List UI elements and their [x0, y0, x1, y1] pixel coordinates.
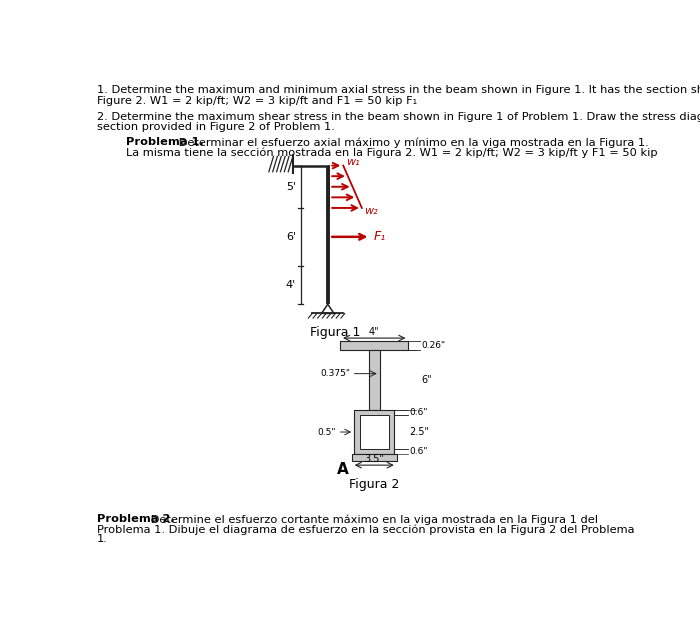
Text: F₁: F₁: [374, 230, 386, 243]
Text: A: A: [337, 462, 349, 477]
Bar: [354, 410, 394, 455]
Text: Problema 1. Dibuje el diagrama de esfuerzo en la sección provista en la Figura 2: Problema 1. Dibuje el diagrama de esfuer…: [97, 525, 634, 535]
Text: Figure 2. W1 = 2 kip/ft; W2 = 3 kip/ft and F1 = 50 kip F₁: Figure 2. W1 = 2 kip/ft; W2 = 3 kip/ft a…: [97, 96, 417, 105]
Text: Determinar el esfuerzo axial máximo y mínimo en la viga mostrada en la Figura 1.: Determinar el esfuerzo axial máximo y mí…: [175, 137, 649, 148]
Text: w₁: w₁: [346, 157, 359, 167]
Bar: [352, 455, 397, 461]
Text: 4': 4': [286, 280, 296, 290]
Text: 0.26": 0.26": [421, 341, 446, 350]
Text: Problema 1.: Problema 1.: [126, 137, 204, 147]
Text: w₂: w₂: [364, 206, 378, 216]
Bar: [340, 341, 408, 350]
Text: 0.6": 0.6": [409, 408, 428, 417]
Text: Figura 1: Figura 1: [310, 325, 360, 339]
Bar: [360, 415, 389, 449]
Text: 0.5": 0.5": [318, 428, 336, 437]
Text: 0.6": 0.6": [409, 447, 428, 456]
Text: section provided in Figure 2 of Problem 1.: section provided in Figure 2 of Problem …: [97, 123, 335, 132]
Text: 0.375": 0.375": [320, 369, 350, 378]
Text: 4": 4": [369, 327, 379, 337]
Text: La misma tiene la sección mostrada en la Figura 2. W1 = 2 kip/ft; W2 = 3 kip/ft : La misma tiene la sección mostrada en la…: [126, 147, 658, 157]
Text: 2. Determine the maximum shear stress in the beam shown in Figure 1 of Problem 1: 2. Determine the maximum shear stress in…: [97, 112, 700, 122]
Text: 6": 6": [421, 375, 432, 385]
Text: 6': 6': [286, 232, 296, 242]
Text: Problema 2.: Problema 2.: [97, 514, 174, 525]
Text: 3.5": 3.5": [364, 455, 384, 464]
Text: 5': 5': [286, 182, 296, 192]
Text: Figura 2: Figura 2: [349, 478, 400, 491]
Text: Determine el esfuerzo cortante máximo en la viga mostrada en la Figura 1 del: Determine el esfuerzo cortante máximo en…: [147, 514, 598, 525]
Text: 1.: 1.: [97, 534, 108, 544]
Bar: [369, 350, 379, 410]
Text: 2.5": 2.5": [409, 427, 429, 437]
Text: 1. Determine the maximum and minimum axial stress in the beam shown in Figure 1.: 1. Determine the maximum and minimum axi…: [97, 85, 700, 95]
